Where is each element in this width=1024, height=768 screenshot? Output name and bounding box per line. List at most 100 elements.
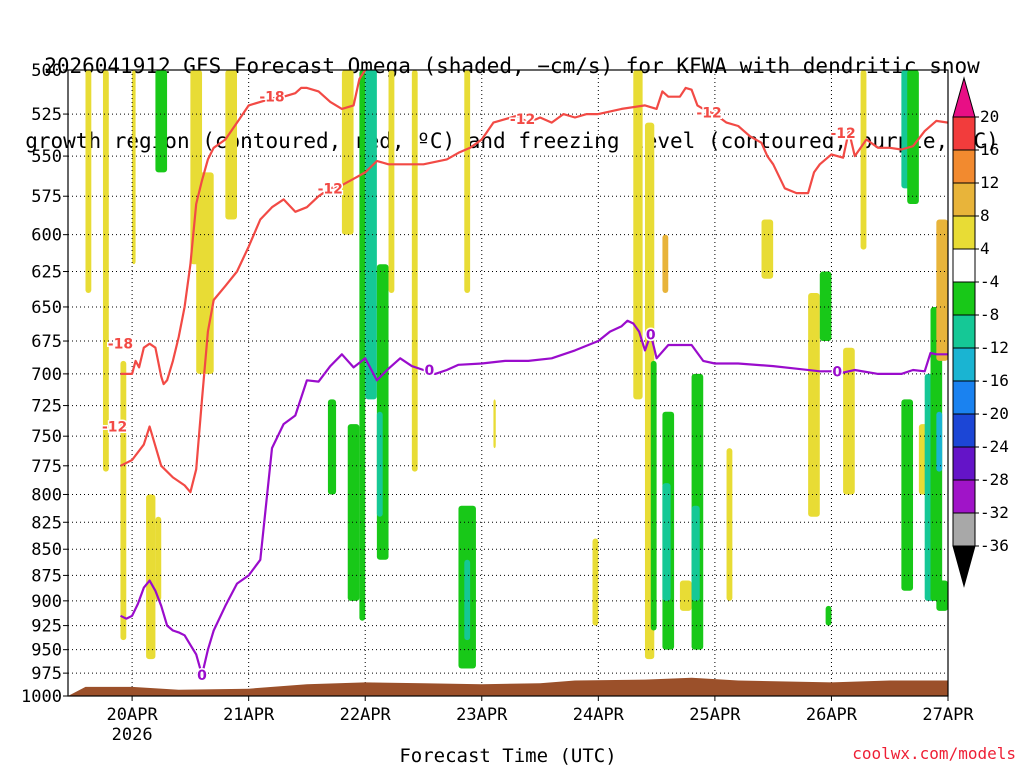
x-tick-label: 23APR [456,705,508,725]
contour-layer: -18 -18 -12 -12 -12 -12 -12 0 0 0 0 [100,70,948,685]
omega-cell [388,70,395,293]
omega-cell [825,605,832,626]
omega-cell [155,516,162,601]
y-axis: 500 525 550 575 600 625 650 675 700 725 750 775 800 8… [21,61,68,707]
y-tick-label: 975 [31,664,62,684]
omega-cell [936,580,948,611]
contour-label: -12 [510,112,535,128]
omega-shading-layer [85,70,948,669]
contour-label: -12 [696,105,721,121]
omega-cell [493,399,496,449]
y-tick-label: 725 [31,397,62,417]
colorbar-box [952,380,976,415]
y-tick-label: 925 [31,617,62,637]
omega-cell [761,219,774,279]
omega-cell [155,70,168,173]
x-tick-label: 26APR [806,705,858,725]
omega-cell [592,538,599,626]
y-tick-label: 875 [31,566,62,586]
omega-cell [347,424,360,601]
contour-label: -12 [318,181,343,197]
omega-cell [341,70,354,235]
omega-cell [691,505,700,601]
colorbar-label: 20 [980,107,999,126]
contour-freezing-level [120,319,948,677]
colorbar-bottom-arrow [952,545,976,588]
contour-snow-growth [120,86,948,494]
terrain-layer [68,677,948,696]
omega-cell [120,360,127,641]
y-tick-label: 750 [31,427,62,447]
chart-title-line-1: 2026041912 GFS Forecast Omega (shaded, −… [44,54,980,78]
colorbar-box [952,512,976,547]
contour-label: 0 [424,363,434,379]
colorbar-top-arrow [952,76,976,118]
omega-cell [662,483,671,601]
y-tick-label: 800 [31,485,62,505]
colorbar-box [952,182,976,217]
terrain-surface [68,677,948,696]
colorbar-box [952,413,976,448]
omega-cell [132,70,136,265]
omega-cell [650,360,657,631]
omega-cell [464,559,471,641]
colorbar-label: 4 [980,239,990,258]
credit-text[interactable]: coolwx.com/models [852,744,1016,763]
omega-cell [662,234,669,293]
y-tick-label: 500 [31,61,62,81]
x-tick-label: 27APR [922,705,974,725]
omega-cell [819,271,832,342]
y-tick-label: 775 [31,457,62,477]
grid-layer [68,70,948,696]
colorbar-box [952,281,976,316]
contour-label: -18 [259,90,284,106]
y-tick-label: 675 [31,332,62,352]
x-tick-label: 25APR [689,705,741,725]
omega-cell [102,70,109,472]
y-tick-label: 625 [31,263,62,283]
contour-label: 0 [197,668,207,684]
x-axis: 20APR 21APR 22APR 23APR 24APR 25APR 26APR 27APR… [107,696,974,745]
contour-label: -12 [102,420,127,436]
x-tick-label: 21APR [223,705,275,725]
colorbar-label: 8 [980,206,990,225]
x-year-label: 2026 [112,725,153,745]
y-tick-label: 825 [31,513,62,533]
y-tick-label: 575 [31,187,62,207]
colorbar-box [952,215,976,250]
colorbar-box [952,149,976,184]
contour-snow-growth [120,70,367,386]
x-axis-title: Forecast Time (UTC) [399,745,617,767]
omega-cell [327,399,337,495]
colorbar-label: -12 [980,338,1009,357]
colorbar-label: -28 [980,470,1009,489]
colorbar-label: -4 [980,272,999,291]
colorbar-label: -32 [980,503,1009,522]
colorbar: 20 16 12 8 4 -4 -8 -12 -16 -20 -24 -28 -32 -36 [952,76,1009,588]
contour-label: 0 [832,364,842,380]
y-tick-label: 850 [31,540,62,560]
omega-cell [907,70,919,205]
omega-cell [860,70,867,250]
y-tick-label: 950 [31,641,62,661]
omega-cell [411,70,418,472]
omega-cell [365,70,377,400]
omega-cell [196,172,214,374]
omega-cell [936,219,948,361]
omega-cell [936,411,943,472]
y-tick-label: 650 [31,298,62,318]
colorbar-box [952,314,976,349]
contour-label: -12 [830,126,855,142]
omega-cell [726,448,733,601]
colorbar-label: -16 [980,371,1009,390]
colorbar-label: 16 [980,140,999,159]
omega-cell [633,70,643,400]
contour-label: 0 [646,327,656,343]
y-tick-label: 900 [31,592,62,612]
omega-cell [376,411,383,517]
omega-cell [679,580,692,611]
colorbar-box [952,116,976,151]
colorbar-box [952,479,976,514]
y-tick-label: 600 [31,226,62,246]
